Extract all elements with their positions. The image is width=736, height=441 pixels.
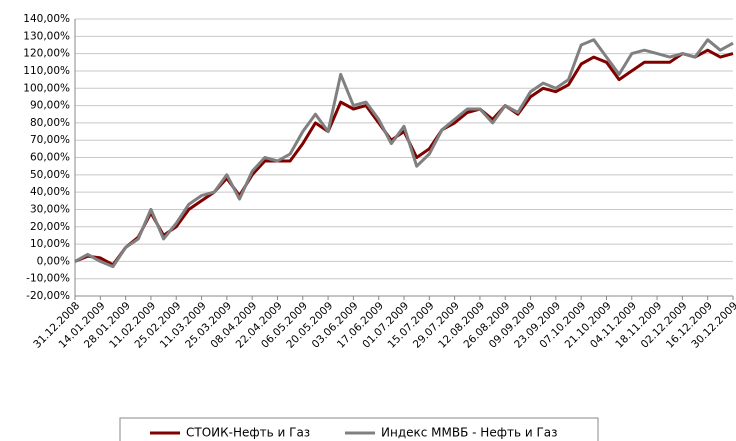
y-tick-label: 120,00%: [23, 48, 70, 60]
y-tick-label: 80,00%: [30, 117, 70, 129]
y-tick-label: 50,00%: [30, 169, 70, 181]
y-tick-label: -20,00%: [26, 290, 70, 302]
y-tick-label: 100,00%: [23, 82, 70, 94]
y-tick-label: 140,00%: [23, 13, 70, 25]
y-tick-label: 130,00%: [23, 30, 70, 42]
legend-label: Индекс ММВБ - Нефть и Газ: [381, 426, 558, 440]
y-tick-label: 110,00%: [23, 65, 70, 77]
y-tick-label: 90,00%: [30, 100, 70, 112]
y-tick-label: 40,00%: [30, 186, 70, 198]
legend-label: СТОИК-Нефть и Газ: [186, 426, 310, 440]
y-tick-label: 70,00%: [30, 134, 70, 146]
y-tick-label: 0,00%: [37, 255, 70, 267]
y-tick-label: 60,00%: [30, 152, 70, 164]
series-line: [74, 48, 734, 267]
legend-box: [119, 417, 599, 441]
y-tick-label: 10,00%: [30, 238, 70, 250]
y-tick-label: 20,00%: [30, 221, 70, 233]
series-line: [74, 38, 734, 269]
y-tick-label: 30,00%: [30, 203, 70, 215]
y-tick-label: -10,00%: [26, 273, 70, 285]
